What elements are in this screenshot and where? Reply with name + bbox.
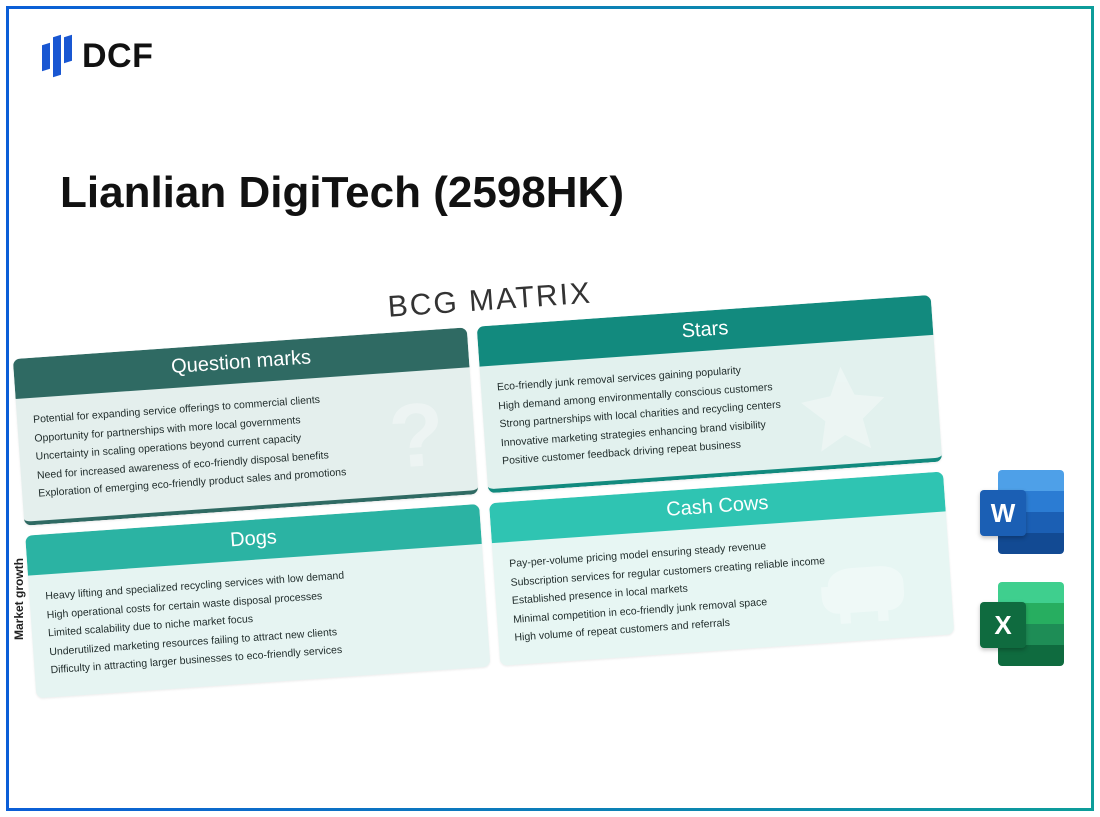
logo-text: DCF xyxy=(82,37,153,76)
quadrant-question-marks: Question marks Potential for expanding s… xyxy=(13,327,479,525)
matrix-grid: Question marks Potential for expanding s… xyxy=(0,295,954,701)
logo: DCF xyxy=(42,32,153,80)
word-file-icon[interactable]: W xyxy=(980,470,1064,554)
excel-file-icon[interactable]: X xyxy=(980,582,1064,666)
logo-bars-icon xyxy=(42,32,72,80)
excel-badge: X xyxy=(980,602,1026,648)
quadrant-cash-cows: Cash Cows Pay-per-volume pricing model e… xyxy=(489,471,954,665)
quadrant-stars: Stars Eco-friendly junk removal services… xyxy=(477,295,943,493)
quadrant-dogs: Dogs Heavy lifting and specialized recyc… xyxy=(25,504,490,698)
file-icons-column: W X xyxy=(980,470,1064,666)
page-title: Lianlian DigiTech (2598HK) xyxy=(60,168,624,218)
bcg-matrix: BCG MATRIX Question marks Potential for … xyxy=(0,253,954,701)
word-badge: W xyxy=(980,490,1026,536)
